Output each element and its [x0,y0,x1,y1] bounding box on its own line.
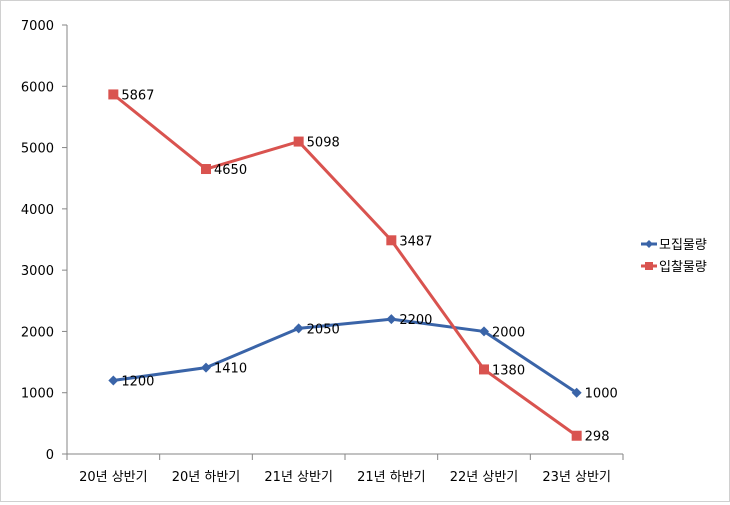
data-point-square [293,136,304,147]
data-point-diamond [571,387,582,398]
x-tick-label: 20년 상반기 [79,470,148,485]
data-label: 3487 [399,234,432,249]
y-tick-label: 1000 [21,387,54,402]
y-tick-label: 3000 [21,264,54,279]
data-point-square [571,430,582,441]
data-point-diamond [386,314,397,325]
data-label: 2200 [399,313,432,328]
data-label: 1380 [492,363,525,378]
data-label: 2050 [307,322,340,337]
data-label: 5098 [307,136,340,151]
x-tick-label: 20년 하반기 [172,470,241,485]
data-label: 4650 [214,163,247,178]
data-label: 298 [585,430,610,445]
data-point-square [479,364,489,375]
series-layer [108,89,582,441]
axes: 0 1000 2000 3000 4000 5000 6000 7000 20년 상반기 20년 … [21,19,624,485]
y-tick-label: 7000 [21,19,54,34]
x-tick-label: 22년 상반기 [450,470,519,485]
series-line [112,93,578,437]
data-label: 1000 [585,387,618,402]
x-tick-label: 21년 상반기 [264,470,333,485]
data-point-square [201,164,211,175]
data-point-diamond [108,375,119,386]
legend-label: 모집물량 [659,238,707,253]
data-label: 1200 [121,374,154,389]
legend-marker-square [645,262,653,270]
data-point-diamond [293,323,304,334]
x-tick-label: 21년 하반기 [357,470,426,485]
x-tick-label: 23년 상반기 [542,470,611,485]
data-point-diamond [479,326,489,337]
data-labels: 1200 1410 2050 2200 2000 1000 5867 4650 5098 3487… [121,88,617,444]
series-line [113,317,578,394]
data-point-square [386,235,397,246]
y-tick-label: 5000 [21,142,54,157]
data-label: 5867 [121,88,154,103]
y-tick-label: 0 [46,448,54,463]
data-label: 1410 [214,362,247,377]
data-label: 2000 [492,325,525,340]
y-tick-label: 4000 [21,203,54,218]
legend-label: 입찰물량 [659,260,707,275]
y-tick-label: 2000 [21,325,54,340]
legend-marker-diamond [645,240,653,248]
data-point-diamond [201,362,211,373]
y-tick-label: 6000 [21,80,54,95]
data-point-square [108,89,119,100]
